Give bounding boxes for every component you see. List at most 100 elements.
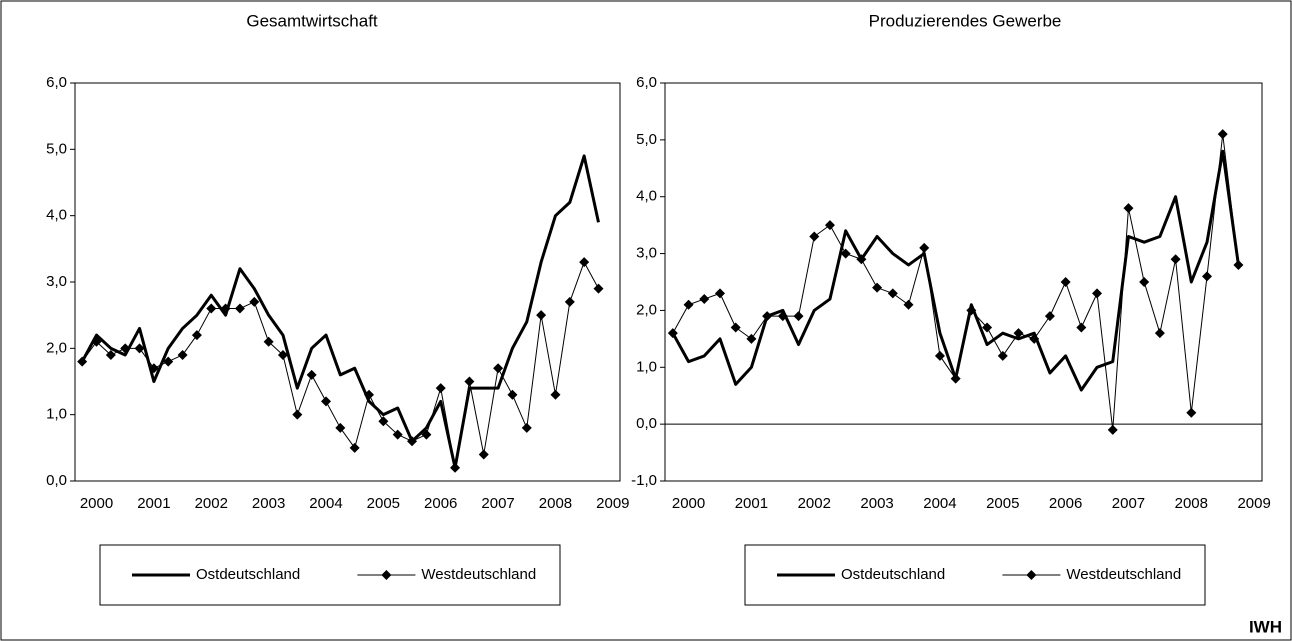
data-point: [1202, 271, 1213, 282]
data-point: [1139, 277, 1150, 287]
x-tick-label: 2005: [986, 495, 1019, 512]
data-point: [550, 389, 561, 400]
data-point: [306, 369, 317, 380]
data-point: [746, 333, 757, 344]
data-point: [1029, 333, 1040, 344]
legend-label: Westdeutschland: [1066, 566, 1181, 583]
data-point: [392, 429, 403, 440]
data-point: [1060, 277, 1071, 287]
data-point: [478, 449, 489, 460]
x-tick-label: 2002: [798, 495, 831, 512]
x-tick-label: 2003: [860, 495, 893, 512]
legend-label: Ostdeutschland: [196, 566, 300, 583]
y-tick-label: 6,0: [46, 74, 67, 91]
x-tick-label: 2003: [252, 495, 285, 512]
data-point: [856, 254, 867, 265]
data-point: [564, 296, 575, 307]
data-point: [493, 363, 504, 374]
y-tick-label: 3,0: [46, 273, 67, 290]
x-tick-label: 2000: [80, 495, 113, 512]
y-tick-label: 4,0: [636, 188, 657, 205]
x-tick-label: 2006: [1049, 495, 1082, 512]
data-point: [249, 296, 260, 307]
data-point: [206, 303, 217, 314]
y-tick-label: 2,0: [46, 339, 67, 356]
data-point: [1186, 407, 1197, 418]
legend-label: Ostdeutschland: [841, 566, 945, 583]
y-tick-label: 5,0: [636, 131, 657, 148]
chart-title: Produzierendes Gewerbe: [869, 11, 1062, 30]
data-point: [1092, 288, 1103, 299]
data-point: [507, 389, 518, 400]
data-point: [966, 305, 977, 316]
data-point: [667, 328, 678, 339]
data-point: [335, 422, 346, 433]
source-label: IWH: [1249, 617, 1282, 636]
y-tick-label: -1,0: [631, 472, 657, 489]
data-point: [292, 409, 303, 420]
y-tick-label: 0,0: [46, 472, 67, 489]
y-tick-label: 2,0: [636, 301, 657, 318]
data-point: [450, 462, 461, 473]
data-point: [919, 242, 930, 253]
data-point: [1233, 259, 1244, 270]
data-point: [840, 248, 851, 259]
data-point: [263, 336, 274, 347]
x-tick-label: 2001: [735, 495, 768, 512]
data-point: [134, 343, 145, 354]
x-tick-label: 2007: [1112, 495, 1145, 512]
data-point: [407, 436, 418, 447]
y-tick-label: 1,0: [46, 406, 67, 423]
data-point: [421, 429, 432, 440]
data-point: [220, 303, 231, 314]
data-point: [77, 356, 88, 367]
x-tick-label: 2009: [596, 495, 629, 512]
x-tick-label: 2007: [481, 495, 514, 512]
data-point: [593, 283, 604, 294]
y-tick-label: 3,0: [636, 245, 657, 262]
legend-marker: [1026, 570, 1037, 580]
data-point: [579, 257, 590, 268]
data-point: [191, 330, 202, 341]
data-point: [934, 350, 945, 361]
data-point: [1076, 322, 1087, 333]
data-point: [762, 311, 773, 322]
data-point: [777, 311, 788, 322]
data-point: [903, 299, 914, 310]
legend-marker: [381, 570, 392, 580]
x-tick-label: 2002: [195, 495, 228, 512]
data-point: [1107, 424, 1118, 435]
data-point: [148, 363, 159, 374]
data-point: [997, 350, 1008, 361]
data-point: [887, 288, 898, 299]
data-point: [1154, 328, 1165, 339]
y-tick-label: 6,0: [636, 74, 657, 91]
data-point: [234, 303, 245, 314]
data-point: [320, 396, 331, 407]
legend-label: Westdeutschland: [421, 566, 536, 583]
data-point: [793, 311, 804, 322]
data-point: [1123, 203, 1134, 214]
series-line: [80, 154, 600, 470]
data-point: [120, 343, 131, 354]
data-point: [730, 322, 741, 333]
data-point: [277, 349, 288, 360]
data-point: [1044, 311, 1055, 322]
data-point: [435, 383, 446, 394]
x-tick-label: 2004: [309, 495, 342, 512]
data-point: [982, 322, 993, 333]
data-point: [714, 288, 725, 299]
y-tick-label: 1,0: [636, 358, 657, 375]
data-point: [91, 336, 102, 347]
x-tick-label: 2000: [672, 495, 705, 512]
data-point: [824, 220, 835, 231]
x-tick-label: 2009: [1237, 495, 1270, 512]
plot-area: [664, 82, 1263, 482]
chart-title: Gesamtwirtschaft: [246, 11, 378, 30]
data-point: [1217, 129, 1228, 140]
data-point: [378, 416, 389, 427]
x-tick-label: 2005: [367, 495, 400, 512]
data-point: [699, 294, 710, 305]
